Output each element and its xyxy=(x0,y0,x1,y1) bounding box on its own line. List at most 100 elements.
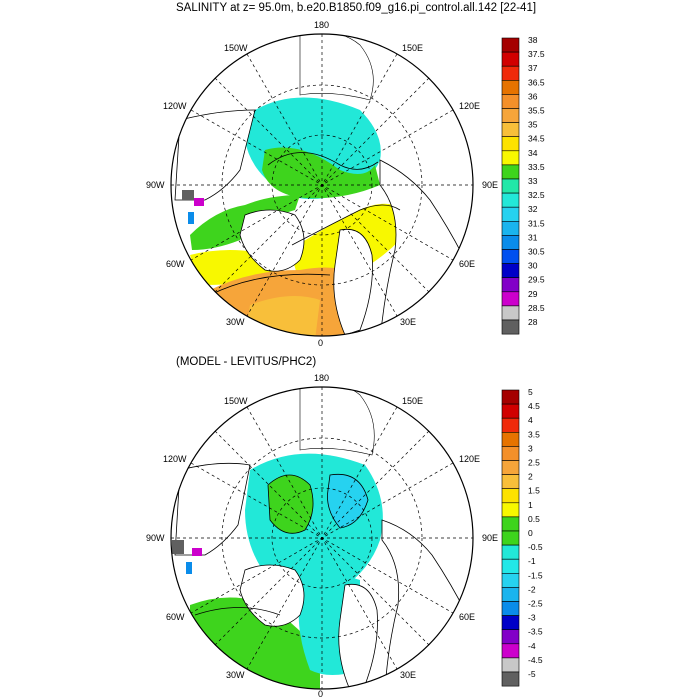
contour-line xyxy=(267,152,379,170)
panel1-label-150w: 150W xyxy=(224,43,248,53)
panel2-label-0: 0 xyxy=(318,689,324,699)
panel2-label-120e: 120E xyxy=(459,454,481,464)
panel2-label-60w: 60W xyxy=(166,612,185,622)
panel2-colorbar-tick-label: -3.5 xyxy=(528,627,543,637)
contour-line xyxy=(291,204,401,246)
panel1-map-border xyxy=(170,33,474,337)
panel1-colorbar-tick-label: 28.5 xyxy=(528,303,545,313)
panel2-colorbar-swatch xyxy=(501,446,520,461)
panel1-colorbar-tick-label: 34.5 xyxy=(528,134,545,144)
panel1-colorbar-tick-label: 33 xyxy=(528,176,538,186)
panel2-colorbar-swatch xyxy=(501,460,520,475)
panel1-colorbar-tick-label: 31.5 xyxy=(528,218,545,228)
panel1-label-120e: 120E xyxy=(459,101,481,111)
panel2-colorbar-tick-label: -1 xyxy=(528,556,536,566)
panel1-colorbar-swatch xyxy=(501,319,520,335)
panel1-colorbar-swatch xyxy=(501,178,520,194)
panel2-colorbar-tick-label: -5 xyxy=(528,669,536,679)
panel2-colorbar-swatch xyxy=(501,502,520,518)
panel1-colorbar-swatch xyxy=(501,108,520,123)
panel1-colorbar-swatch xyxy=(501,150,520,166)
diff-region-gray xyxy=(172,540,184,554)
panel1-colorbar-swatch xyxy=(501,291,520,307)
panel1-colorbar-tick-label: 38 xyxy=(528,36,538,45)
panel1-colorbar-tick-label: 32 xyxy=(528,204,538,214)
panel2-colorbar-swatch xyxy=(501,558,520,574)
contour-line xyxy=(194,607,281,616)
panel2-colorbar-tick-label: 0.5 xyxy=(528,514,540,524)
panel1-title: SALINITY at z= 95.0m, b.e20.B1850.f09_g1… xyxy=(176,2,537,14)
panel2-colorbar-tick-label: 0 xyxy=(528,528,533,538)
panel1-label-150e: 150E xyxy=(402,43,424,53)
salinity-region-magenta xyxy=(194,198,204,206)
panel2-colorbar-tick-label: 2.5 xyxy=(528,458,540,468)
land-north-america xyxy=(174,462,251,556)
land-greenland xyxy=(239,209,305,272)
panel2-colorbar-tick-label: -4 xyxy=(528,641,536,651)
panel1-colorbar-tick-label: 37 xyxy=(528,63,538,73)
panel1-colorbar-swatch xyxy=(501,235,520,250)
panel2-colorbar-tick-label: 1 xyxy=(528,500,533,510)
panel2-colorbar-swatch xyxy=(501,488,520,504)
panel2-colorbar-swatch xyxy=(501,530,520,546)
panel1-label-90e: 90E xyxy=(482,180,499,190)
panel2-colorbar-tick-label: 5 xyxy=(528,388,533,397)
panel1-colorbar-tick-label: 31 xyxy=(528,232,538,242)
panel2-label-120w: 120W xyxy=(163,454,187,464)
panel2-label-60e: 60E xyxy=(459,612,476,622)
panel2-label-90w: 90W xyxy=(146,533,165,543)
panel2-colorbar-swatch xyxy=(501,629,520,645)
panel1-colorbar-tick-label: 30 xyxy=(528,261,538,271)
panel1-colorbar-tick-label: 36.5 xyxy=(528,77,545,87)
panel1-label-120w: 120W xyxy=(163,101,187,111)
panel2-map-border xyxy=(170,386,474,690)
panel2-colorbar-tick-label: 3 xyxy=(528,443,533,453)
panel1-colorbar-swatch xyxy=(501,277,520,293)
panel2-colorbar-tick-label: 1.5 xyxy=(528,486,540,496)
panel2-colorbar-tick-label: -3 xyxy=(528,613,536,623)
panel1-colorbar: 38 37.5 37 36.5 36 35.5 35 34.5 34 33.5 33 32.5 32 31… xyxy=(501,36,545,335)
panel1-colorbar-tick-label: 36 xyxy=(528,91,538,101)
land-bering xyxy=(299,387,375,456)
panel1-label-90w: 90W xyxy=(146,180,165,190)
land-bering xyxy=(299,34,374,101)
panel1-colorbar-swatch xyxy=(501,136,520,152)
panel2-colorbar-swatch xyxy=(501,643,520,659)
panel1-colorbar-tick-label: 32.5 xyxy=(528,190,545,200)
panel2-colorbar: 5 4.5 4 3.5 3 2.5 2 1.5 1 0.5 0 -0.5 -1 -1.5 -2 -2.5 -3 -… xyxy=(501,388,543,687)
panel1-colorbar-swatch xyxy=(501,305,520,321)
panel1-colorbar-tick-label: 30.5 xyxy=(528,247,545,257)
panel2-colorbar-tick-label: 4.5 xyxy=(528,401,540,411)
panel1-colorbar-tick-label: 35 xyxy=(528,120,538,130)
panel2-colorbar-tick-label: -4.5 xyxy=(528,655,543,665)
contour-line xyxy=(209,273,331,296)
panel2-label-150e: 150E xyxy=(402,396,424,406)
panel2-colorbar-swatch xyxy=(501,516,520,532)
panel1-label-0: 0 xyxy=(318,338,324,348)
diff-region-blue xyxy=(186,562,192,574)
panel1-map xyxy=(170,33,474,337)
panel2-title: (MODEL - LEVITUS/PHC2) xyxy=(176,356,317,368)
panel2-colorbar-tick-label: -2.5 xyxy=(528,599,543,609)
diff-region-green xyxy=(268,475,314,534)
panel1-colorbar-swatch xyxy=(501,164,520,180)
panel1-colorbar-swatch xyxy=(501,192,520,208)
panel1-label-180: 180 xyxy=(314,20,330,30)
panel2-colorbar-swatch xyxy=(501,601,520,616)
panel1-label-30w: 30W xyxy=(226,317,245,327)
panel1-colorbar-tick-label: 37.5 xyxy=(528,49,545,59)
panel1-label-60w: 60W xyxy=(166,259,185,269)
panel1-colorbar-tick-label: 29.5 xyxy=(528,275,545,285)
contour-line xyxy=(327,473,369,529)
diff-region-cyan-dark xyxy=(327,474,368,528)
salinity-region-gray xyxy=(182,190,194,200)
panel2-colorbar-tick-label: -1.5 xyxy=(528,570,543,580)
panel2-label-150w: 150W xyxy=(224,396,248,406)
panel1-colorbar-swatch xyxy=(501,65,520,81)
panel2-colorbar-swatch xyxy=(501,403,520,419)
land-greenland xyxy=(239,564,305,627)
panel1-colorbar-swatch xyxy=(501,249,520,264)
salinity-region-green xyxy=(262,147,380,199)
panel1-colorbar-tick-label: 28 xyxy=(528,317,538,327)
panel2-colorbar-swatch xyxy=(501,657,520,673)
